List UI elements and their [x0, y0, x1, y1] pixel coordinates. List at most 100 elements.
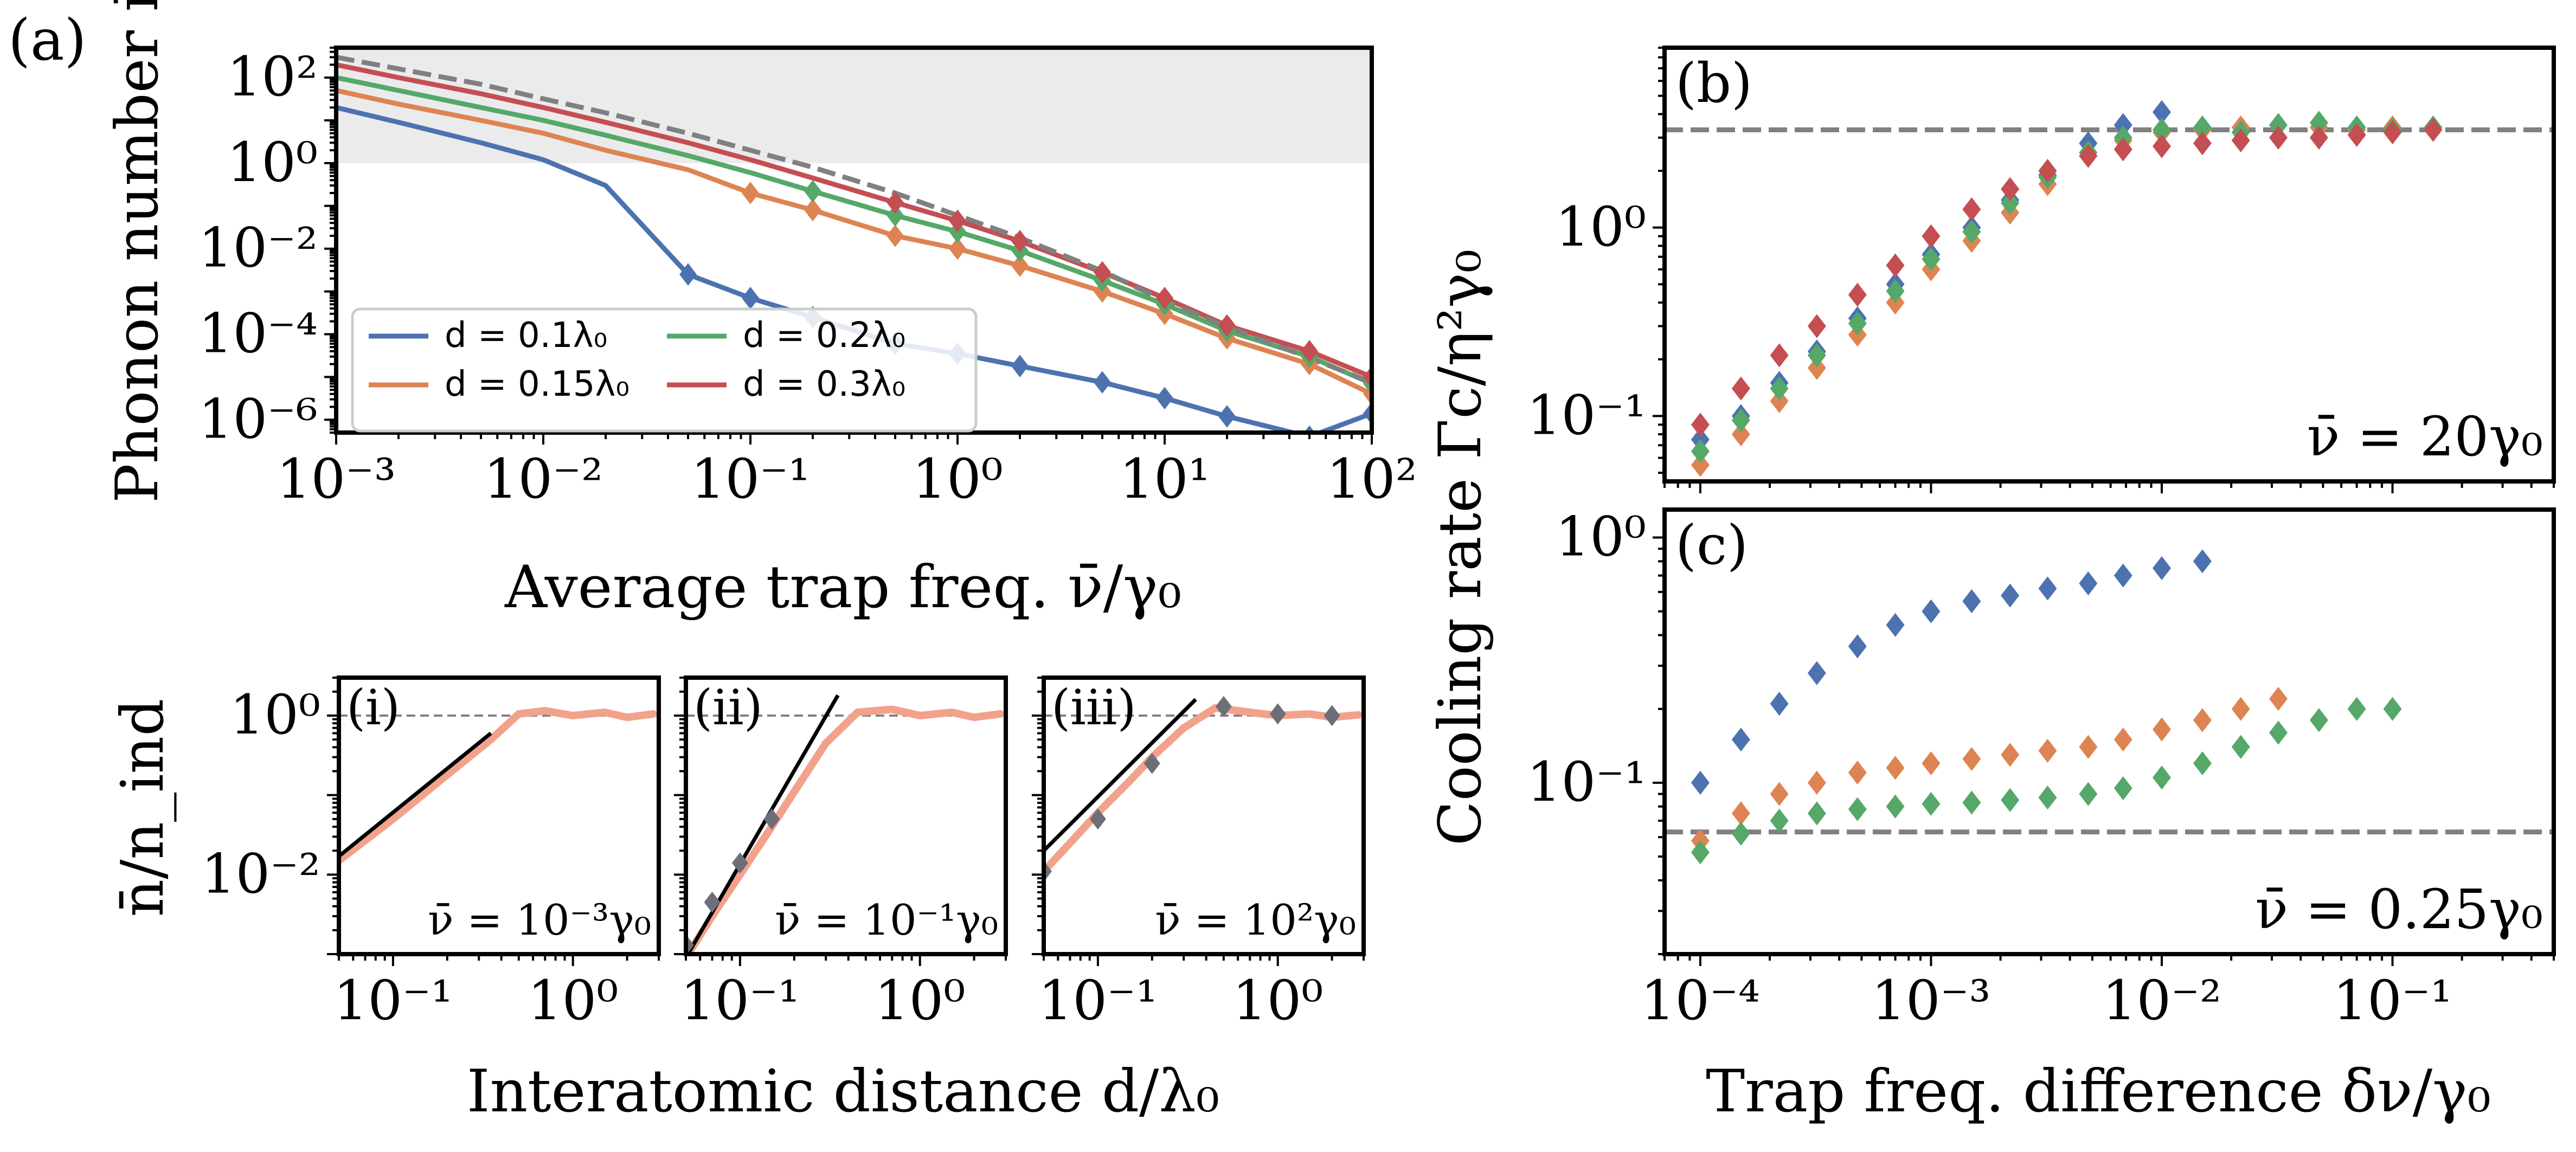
data-marker	[949, 209, 966, 232]
data-marker	[1731, 821, 1750, 846]
data-marker	[2114, 137, 2132, 162]
data-marker	[2153, 717, 2172, 742]
data-marker	[1807, 661, 1826, 685]
data-marker	[1324, 705, 1340, 726]
data-marker	[1691, 413, 1710, 437]
data-marker	[2193, 115, 2212, 140]
legend-label: d = 0.3λ₀	[743, 364, 905, 404]
data-marker	[2153, 118, 2172, 142]
data-marker	[2347, 697, 2366, 721]
data-marker	[2383, 120, 2402, 145]
plot-frame	[1042, 675, 1366, 956]
data-marker	[2153, 100, 2172, 124]
data-marker	[2114, 776, 2132, 801]
data-marker	[1962, 220, 1981, 244]
x-tick-label: 10²	[1326, 447, 1417, 511]
panel-i: 10⁻¹ 10⁰ 10⁰ 10⁻² (i) ν̄ = 10⁻³γ₀	[201, 675, 661, 1032]
data-marker	[763, 808, 780, 830]
data-marker	[2079, 144, 2098, 168]
data-marker	[1731, 728, 1750, 752]
x-tick-label: 10⁻¹	[680, 969, 800, 1032]
data-marker	[1731, 408, 1750, 433]
reference-dashed-line	[336, 55, 1372, 385]
data-marker	[2001, 177, 2020, 201]
data-marker	[1922, 247, 1941, 272]
data-marker	[2193, 751, 2212, 776]
plot-area	[1044, 696, 1364, 882]
data-marker	[1807, 314, 1826, 338]
panel-a: 10⁻³ 10⁻² 10⁻¹ 10⁰ 10¹ 10² 10² 10⁰ 10⁻² 10⁻⁴ 10⁻⁶ d…	[198, 45, 1417, 511]
data-marker	[804, 198, 821, 222]
data-marker	[2114, 113, 2132, 137]
data-marker	[1011, 254, 1029, 277]
data-marker	[2269, 686, 2288, 711]
data-marker	[2193, 549, 2212, 574]
data-marker	[2001, 191, 2020, 215]
data-marker	[1269, 703, 1286, 725]
data-marker	[1770, 782, 1789, 806]
y-tick-label: 10⁻¹	[1527, 383, 1646, 447]
x-tick-label: 10⁻¹	[2333, 969, 2452, 1032]
data-marker	[1962, 197, 1981, 222]
x-tick-label: 10⁰	[1232, 969, 1323, 1032]
y-tick-label: 10⁻⁶	[198, 387, 318, 450]
data-marker	[1848, 797, 1867, 821]
data-marker	[886, 204, 904, 227]
data-marker	[1886, 253, 1905, 278]
panel-c: 10⁻⁴ 10⁻³ 10⁻² 10⁻¹ 10⁰ 10⁻¹ (c) ν̄ = 0.25γ₀	[1527, 505, 2556, 1032]
fit-line	[686, 694, 840, 954]
plot-frame	[334, 46, 1374, 435]
data-marker	[1848, 282, 1867, 307]
plot-area	[339, 707, 659, 865]
bottom-ylabel: n̄/n_ind	[109, 699, 177, 917]
panel-iii: 10⁻¹ 10⁰ (iii) ν̄ = 10²γ₀	[1032, 675, 1366, 1032]
data-marker	[1691, 453, 1710, 477]
y-tick-label: 10⁻¹	[1527, 750, 1646, 814]
data-marker	[1218, 405, 1236, 428]
panel-b: 10⁰ 10⁻¹ (b) ν̄ = 20γ₀	[1527, 46, 2556, 493]
data-marker	[1770, 343, 1789, 368]
legend-label: d = 0.2λ₀	[743, 316, 905, 356]
panel-a-xlabel: Average trap freq. ν̄/γ₀	[504, 554, 1181, 621]
data-marker	[2269, 125, 2288, 150]
data-marker	[2383, 697, 2402, 721]
data-marker	[2153, 134, 2172, 158]
y-tick-label: 10²	[227, 45, 318, 108]
data-marker	[1691, 840, 1710, 865]
simulation-curve	[686, 705, 1005, 954]
data-marker	[2193, 131, 2212, 156]
data-marker	[1731, 801, 1750, 826]
data-marker	[1731, 422, 1750, 447]
x-tick-label: 10⁻¹	[1038, 969, 1158, 1032]
data-marker	[886, 191, 904, 214]
subpanel-label: (i)	[346, 679, 400, 736]
data-marker	[2038, 576, 2057, 601]
series-line	[336, 75, 1372, 386]
data-marker	[1922, 599, 1941, 623]
data-marker	[2114, 728, 2132, 752]
data-marker	[2269, 720, 2288, 745]
data-marker	[2038, 159, 2057, 183]
data-marker	[2038, 786, 2057, 810]
data-marker	[2001, 788, 2020, 812]
data-marker	[1922, 791, 1941, 816]
data-marker	[804, 179, 821, 203]
data-marker	[2309, 125, 2328, 150]
panel-ii: 10⁻¹ 10⁰ (ii) ν̄ = 10⁻¹γ₀	[674, 675, 1008, 1032]
legend-label: d = 0.1λ₀	[445, 316, 607, 356]
data-marker	[742, 182, 759, 204]
data-marker	[2193, 708, 2212, 732]
data-marker	[1807, 356, 1826, 380]
data-marker	[2231, 735, 2250, 759]
data-marker	[1731, 376, 1750, 401]
data-marker	[1770, 692, 1789, 716]
series-line	[336, 88, 1372, 396]
data-marker	[1886, 613, 1905, 637]
plot-area	[686, 694, 1006, 954]
data-marker	[1922, 751, 1941, 776]
data-marker	[2309, 111, 2328, 135]
data-marker	[2231, 128, 2250, 153]
y-tick-label: 10⁰	[1556, 505, 1646, 569]
y-tick-label: 10⁰	[1556, 195, 1646, 259]
data-marker	[1144, 752, 1160, 774]
